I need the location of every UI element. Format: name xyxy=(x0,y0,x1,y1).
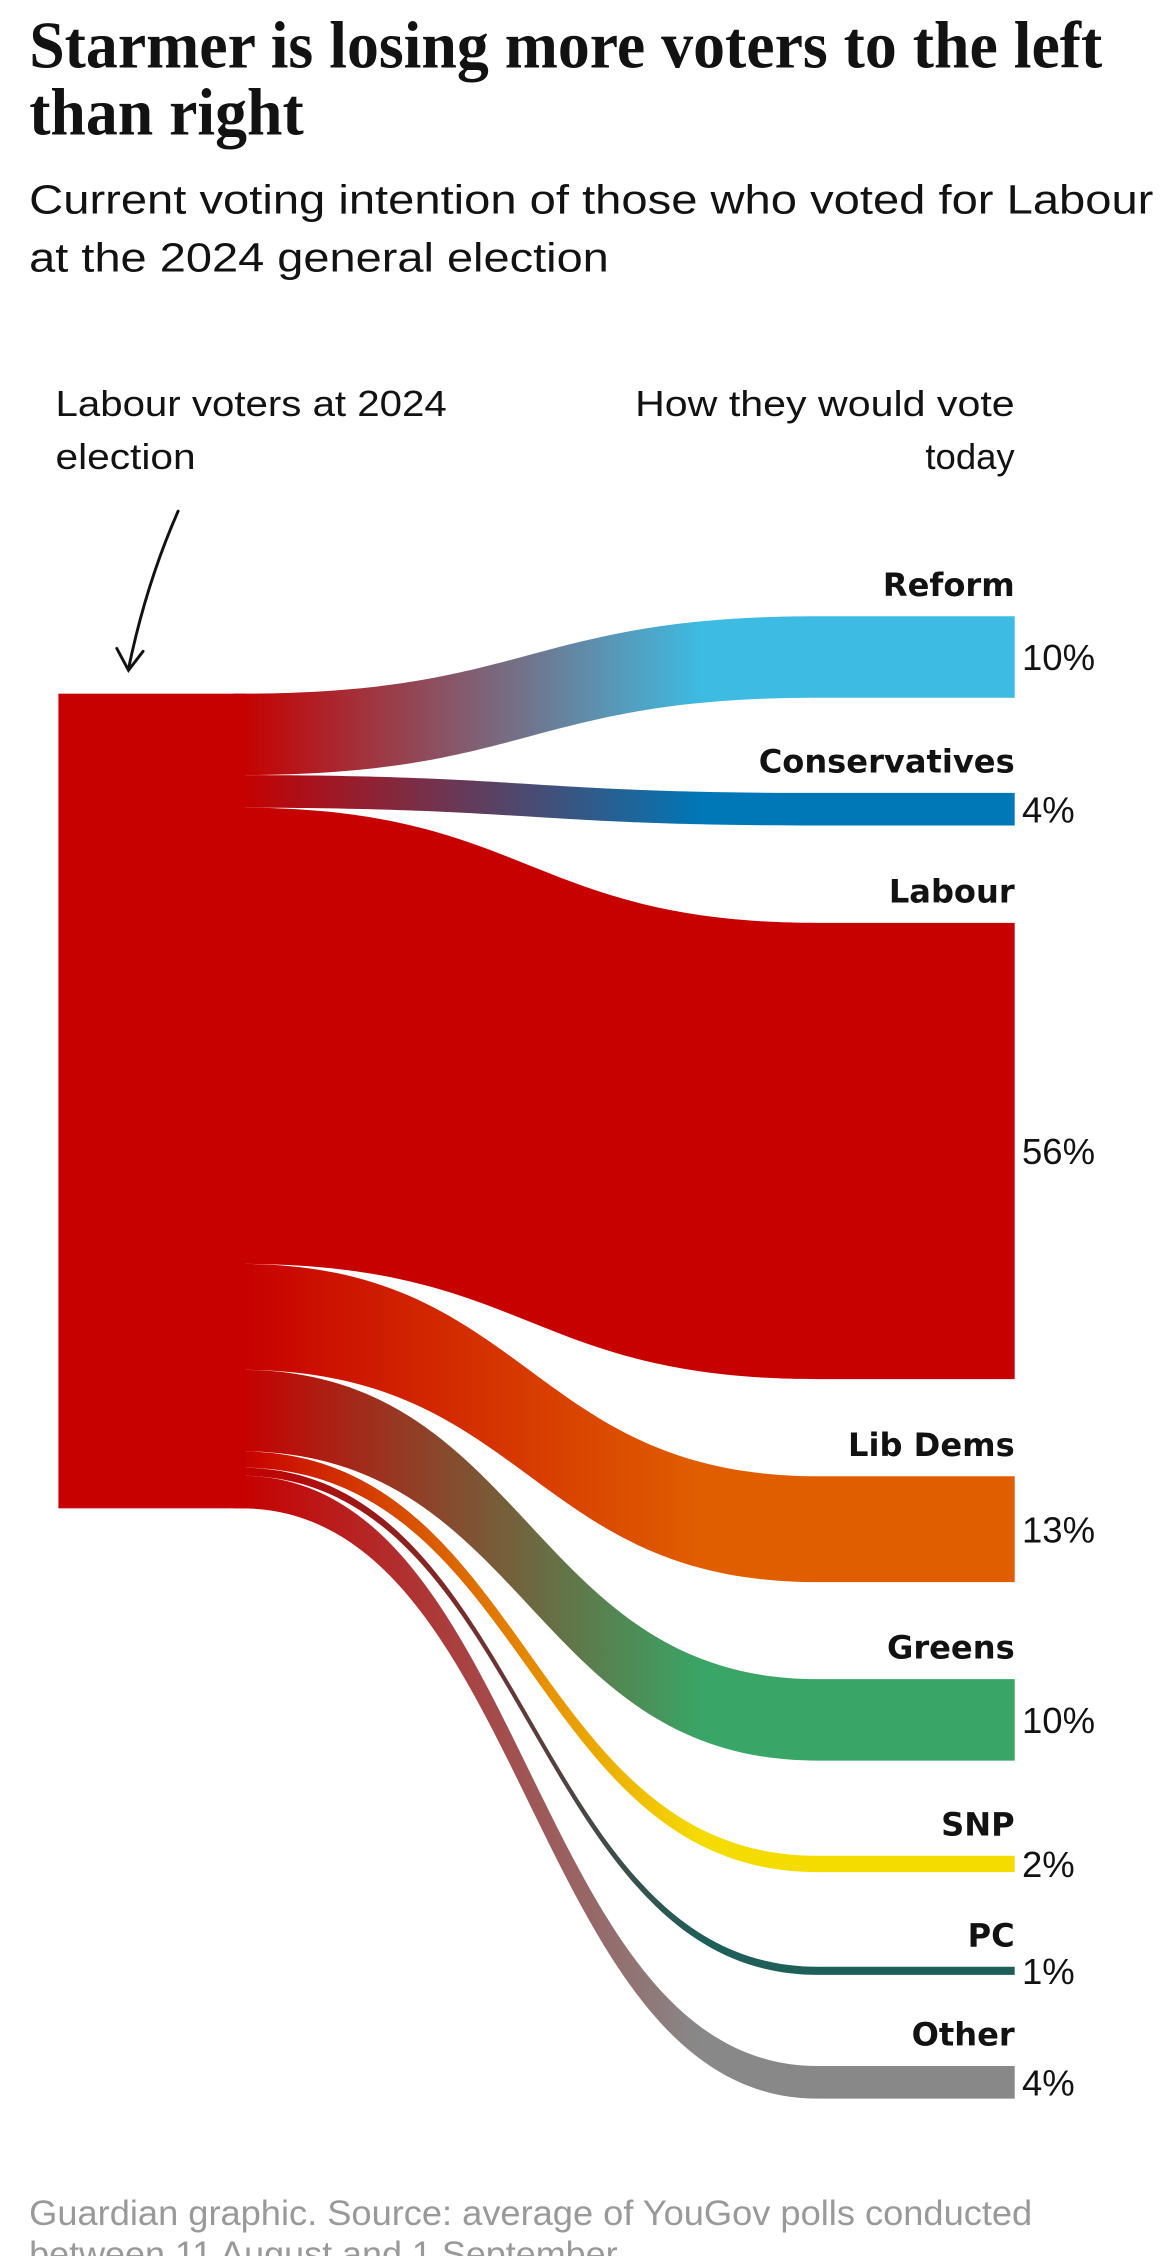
flow-value-label: 56% xyxy=(1022,1131,1095,1172)
flow-value-label: 13% xyxy=(1022,1509,1095,1550)
flow-label: SNP xyxy=(941,1805,1015,1843)
flow-value-label: 4% xyxy=(1022,789,1075,830)
flow-conservatives xyxy=(233,775,1015,826)
flow-value-label: 4% xyxy=(1022,2062,1075,2103)
flow-value-label: 2% xyxy=(1022,1844,1075,1885)
chart-title-line-1: Starmer is losing more voters to the lef… xyxy=(29,7,1103,82)
flow-label: Reform xyxy=(883,566,1015,604)
chart-subtitle-line-1: Current voting intention of those who vo… xyxy=(29,176,1153,222)
flow-snp xyxy=(233,1451,1015,1873)
source-annotation-line-1: Labour voters at 2024 xyxy=(55,383,446,424)
flow-reform xyxy=(233,616,1015,776)
flow-label: Other xyxy=(912,2016,1015,2054)
flow-labour xyxy=(233,807,1015,1380)
flow-other xyxy=(233,1475,1015,2099)
flows xyxy=(233,616,1015,2099)
footer-source-line-1: Guardian graphic. Source: average of You… xyxy=(29,2194,1032,2233)
flow-lib-dems xyxy=(233,1263,1015,1583)
source-node-labour-2024 xyxy=(58,693,246,1509)
source-annotation-line-2: election xyxy=(55,436,195,477)
flow-label: Labour xyxy=(889,872,1015,910)
flow-label: Greens xyxy=(887,1629,1015,1667)
chart-title-line-2: than right xyxy=(29,74,304,149)
flow-label: Lib Dems xyxy=(848,1426,1015,1464)
flow-value-label: 10% xyxy=(1022,637,1095,678)
flow-label: Conservatives xyxy=(759,742,1015,780)
flow-label: PC xyxy=(968,1916,1015,1954)
target-annotation-line-2: today xyxy=(925,436,1015,477)
arrow-icon xyxy=(115,509,180,673)
flow-greens xyxy=(233,1369,1015,1761)
flow-value-label: 10% xyxy=(1022,1700,1095,1741)
target-annotation-line-1: How they would vote xyxy=(635,383,1015,424)
flow-value-label: 1% xyxy=(1022,1951,1075,1992)
footer-source-line-2: between 11 August and 1 September xyxy=(29,2235,618,2256)
chart-subtitle-line-2: at the 2024 general election xyxy=(29,235,609,281)
